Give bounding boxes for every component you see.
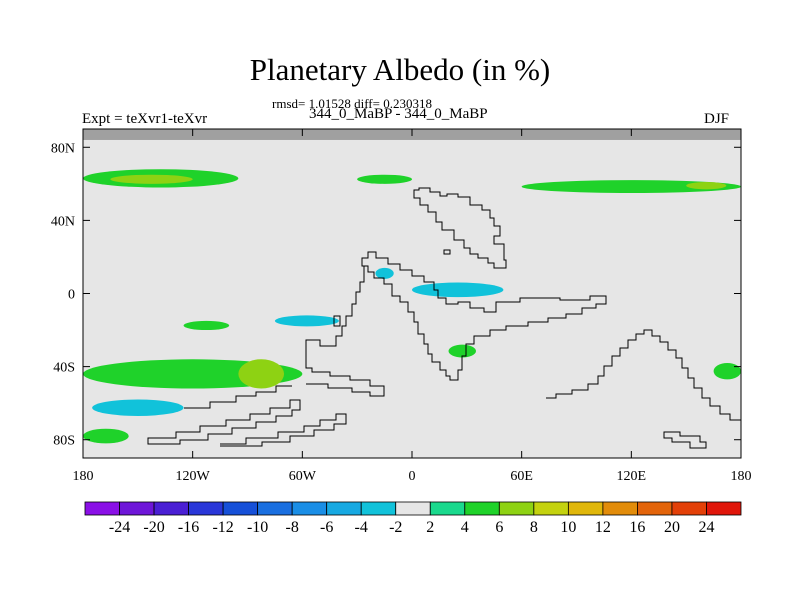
chart-title: Planetary Albedo (in %)	[249, 52, 551, 87]
coastline-polar-1	[147, 399, 301, 445]
y-tick-label: 0	[68, 288, 75, 303]
colorbar-label: -10	[247, 519, 268, 536]
colorbar-label: 20	[664, 519, 680, 536]
colorbar-swatch	[188, 501, 224, 516]
colorbar-swatch	[429, 501, 466, 516]
coastline-polar-3	[184, 385, 292, 409]
colorbar-swatch	[498, 501, 535, 516]
y-tick-label: 80S	[53, 434, 75, 449]
anomaly-region	[357, 174, 413, 184]
chart-subtitle: 344_0_MaBP - 344_0_MaBP	[309, 106, 488, 122]
coastline-small-island	[333, 315, 341, 327]
colorbar-label: -8	[285, 519, 298, 536]
colorbar-swatch	[567, 501, 604, 516]
colorbar-label: -16	[178, 519, 199, 536]
colorbar-swatch	[533, 501, 569, 516]
y-tick-label: 40S	[53, 361, 75, 376]
colorbar-label: -4	[355, 519, 368, 536]
colorbar-swatch	[706, 501, 742, 516]
colorbar-label: 4	[461, 519, 469, 536]
colorbar-label: 8	[530, 519, 538, 536]
colorbar: -24 -20 -16 -12 -10 -8 -6 -4 -2 2 4 6 8 10 12 16 20 24	[84, 501, 742, 536]
colorbar-swatch	[84, 501, 120, 516]
anomaly-region	[686, 182, 727, 190]
colorbar-label: 10	[560, 519, 576, 536]
coastline-north	[413, 187, 507, 269]
anomaly-region	[92, 399, 184, 416]
coastline-east	[546, 329, 741, 421]
anomaly-region	[110, 174, 193, 184]
colorbar-label: 6	[495, 519, 503, 536]
anomaly-region	[448, 344, 476, 358]
anomaly-region	[375, 267, 394, 279]
x-tick-label: 120E	[617, 469, 647, 484]
colorbar-label: -12	[212, 519, 233, 536]
plot-area	[83, 129, 741, 458]
coastline-south	[361, 251, 607, 381]
coastlines	[147, 187, 741, 449]
colorbar-swatch	[222, 501, 259, 516]
colorbar-label: 16	[629, 519, 645, 536]
coastline-peninsula	[305, 266, 385, 397]
colorbar-swatch	[360, 501, 397, 516]
x-tick-label: 180	[731, 469, 752, 484]
colorbar-label: -2	[389, 519, 402, 536]
anomaly-region	[183, 320, 230, 331]
anomaly-region	[83, 428, 129, 444]
colorbar-label: 12	[595, 519, 611, 536]
colorbar-swatch	[602, 501, 638, 516]
x-tick-label: 60E	[510, 469, 533, 484]
colorbar-swatch	[257, 501, 293, 516]
x-tick-label: 120W	[176, 469, 211, 484]
colorbar-swatch	[291, 501, 328, 516]
x-tick-label: 0	[409, 469, 416, 484]
anomaly-region	[713, 362, 741, 380]
colorbar-swatch	[326, 501, 362, 516]
anomaly-region	[238, 359, 285, 389]
y-tick-label: 80N	[51, 141, 75, 156]
colorbar-label: -24	[109, 519, 130, 536]
colorbar-swatch	[395, 501, 431, 516]
x-tick-label: 180	[73, 469, 94, 484]
colorbar-label: 24	[698, 519, 714, 536]
x-tick-label: 60W	[289, 469, 317, 484]
coastline-north-island	[443, 249, 451, 255]
coastline-polar-2	[220, 413, 347, 447]
y-tick-label: 40N	[51, 214, 75, 229]
axes: 180 120W 60W 0 60E 120E 180 80N 40N 0 40S 80S	[51, 129, 752, 484]
anomaly-region	[412, 282, 504, 298]
season-label: DJF	[704, 111, 730, 127]
stats-line: rmsd= 1.01528 diff= 0.230318	[272, 96, 432, 111]
coastline-east-island	[663, 431, 707, 449]
colorbar-label: 2	[426, 519, 434, 536]
colorbar-swatch	[153, 501, 189, 516]
colorbar-label: -6	[320, 519, 333, 536]
colorbar-swatch	[464, 501, 500, 516]
colorbar-swatch	[119, 501, 155, 516]
colorbar-swatch	[671, 501, 707, 516]
anomaly-region	[521, 180, 741, 193]
experiment-label: Expt = teXvr1-teXvr	[82, 111, 208, 127]
colorbar-swatch	[637, 501, 673, 516]
colorbar-label: -20	[143, 519, 164, 536]
anomaly-region	[274, 315, 339, 327]
